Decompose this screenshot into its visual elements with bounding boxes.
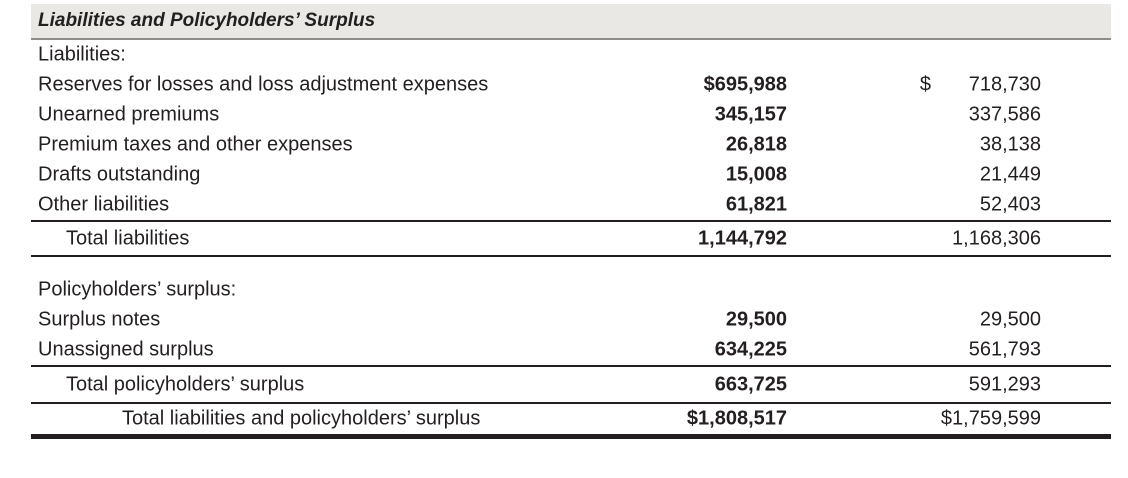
section-title: Liabilities and Policyholders’ Surplus xyxy=(31,4,1111,40)
prior-year-amount: 718,730 xyxy=(968,73,1041,96)
row-label: Total policyholders’ surplus xyxy=(66,373,305,395)
table-row: Premium taxes and other expenses 26,818 … xyxy=(31,130,1111,160)
prior-year-value: 21,449 xyxy=(979,163,1041,186)
row-label: Total liabilities xyxy=(66,227,190,249)
liabilities-heading-row: Liabilities: xyxy=(31,40,1111,70)
prior-year-value: 38,138 xyxy=(979,133,1041,156)
row-label: Total liabilities and policyholders’ sur… xyxy=(122,407,481,430)
prior-year-value: 561,793 xyxy=(968,338,1041,361)
current-year-value: 663,725 xyxy=(714,373,787,395)
table-row: Surplus notes 29,500 29,500 xyxy=(31,305,1111,335)
table-row: Other liabilities 61,821 52,403 xyxy=(31,190,1111,220)
balance-sheet-table: Liabilities and Policyholders’ Surplus L… xyxy=(31,4,1111,439)
row-label: Surplus notes xyxy=(38,308,161,331)
prior-year-value: $ 718,730 xyxy=(920,73,1041,97)
prior-year-value: $1,759,599 xyxy=(940,407,1041,430)
row-label: Other liabilities xyxy=(38,193,170,216)
prior-year-value: 591,293 xyxy=(968,373,1041,395)
prior-year-value: 1,168,306 xyxy=(952,227,1041,249)
current-year-value: 345,157 xyxy=(714,103,787,126)
currency-symbol: $ xyxy=(919,73,931,96)
current-year-value: 634,225 xyxy=(714,338,787,361)
row-label: Unearned premiums xyxy=(38,103,220,126)
current-year-value: 26,818 xyxy=(725,133,787,156)
table-row: Unassigned surplus 634,225 561,793 xyxy=(31,335,1111,365)
prior-year-value: 337,586 xyxy=(968,103,1041,126)
section-spacer xyxy=(31,257,1111,275)
row-label: Premium taxes and other expenses xyxy=(38,133,353,156)
table-row: Drafts outstanding 15,008 21,449 xyxy=(31,160,1111,190)
current-year-value: 1,144,792 xyxy=(698,227,787,249)
current-year-value: 29,500 xyxy=(725,308,787,331)
surplus-heading-row: Policyholders’ surplus: xyxy=(31,275,1111,305)
prior-year-value: 52,403 xyxy=(979,193,1041,216)
table-row: Reserves for losses and loss adjustment … xyxy=(31,70,1111,100)
current-year-value: 15,008 xyxy=(725,163,787,186)
total-liabilities-row: Total liabilities 1,144,792 1,168,306 xyxy=(31,220,1111,257)
current-year-value: $1,808,517 xyxy=(686,407,787,430)
current-year-value: 61,821 xyxy=(725,193,787,216)
grand-total-row: Total liabilities and policyholders’ sur… xyxy=(31,402,1111,439)
total-surplus-row: Total policyholders’ surplus 663,725 591… xyxy=(31,365,1111,402)
surplus-heading: Policyholders’ surplus: xyxy=(38,278,237,301)
table-row: Unearned premiums 345,157 337,586 xyxy=(31,100,1111,130)
row-label: Unassigned surplus xyxy=(38,338,214,361)
row-label: Drafts outstanding xyxy=(38,163,201,186)
row-label: Reserves for losses and loss adjustment … xyxy=(38,73,489,96)
current-year-value: $695,988 xyxy=(703,73,787,96)
liabilities-heading: Liabilities: xyxy=(38,43,126,66)
prior-year-value: 29,500 xyxy=(979,308,1041,331)
